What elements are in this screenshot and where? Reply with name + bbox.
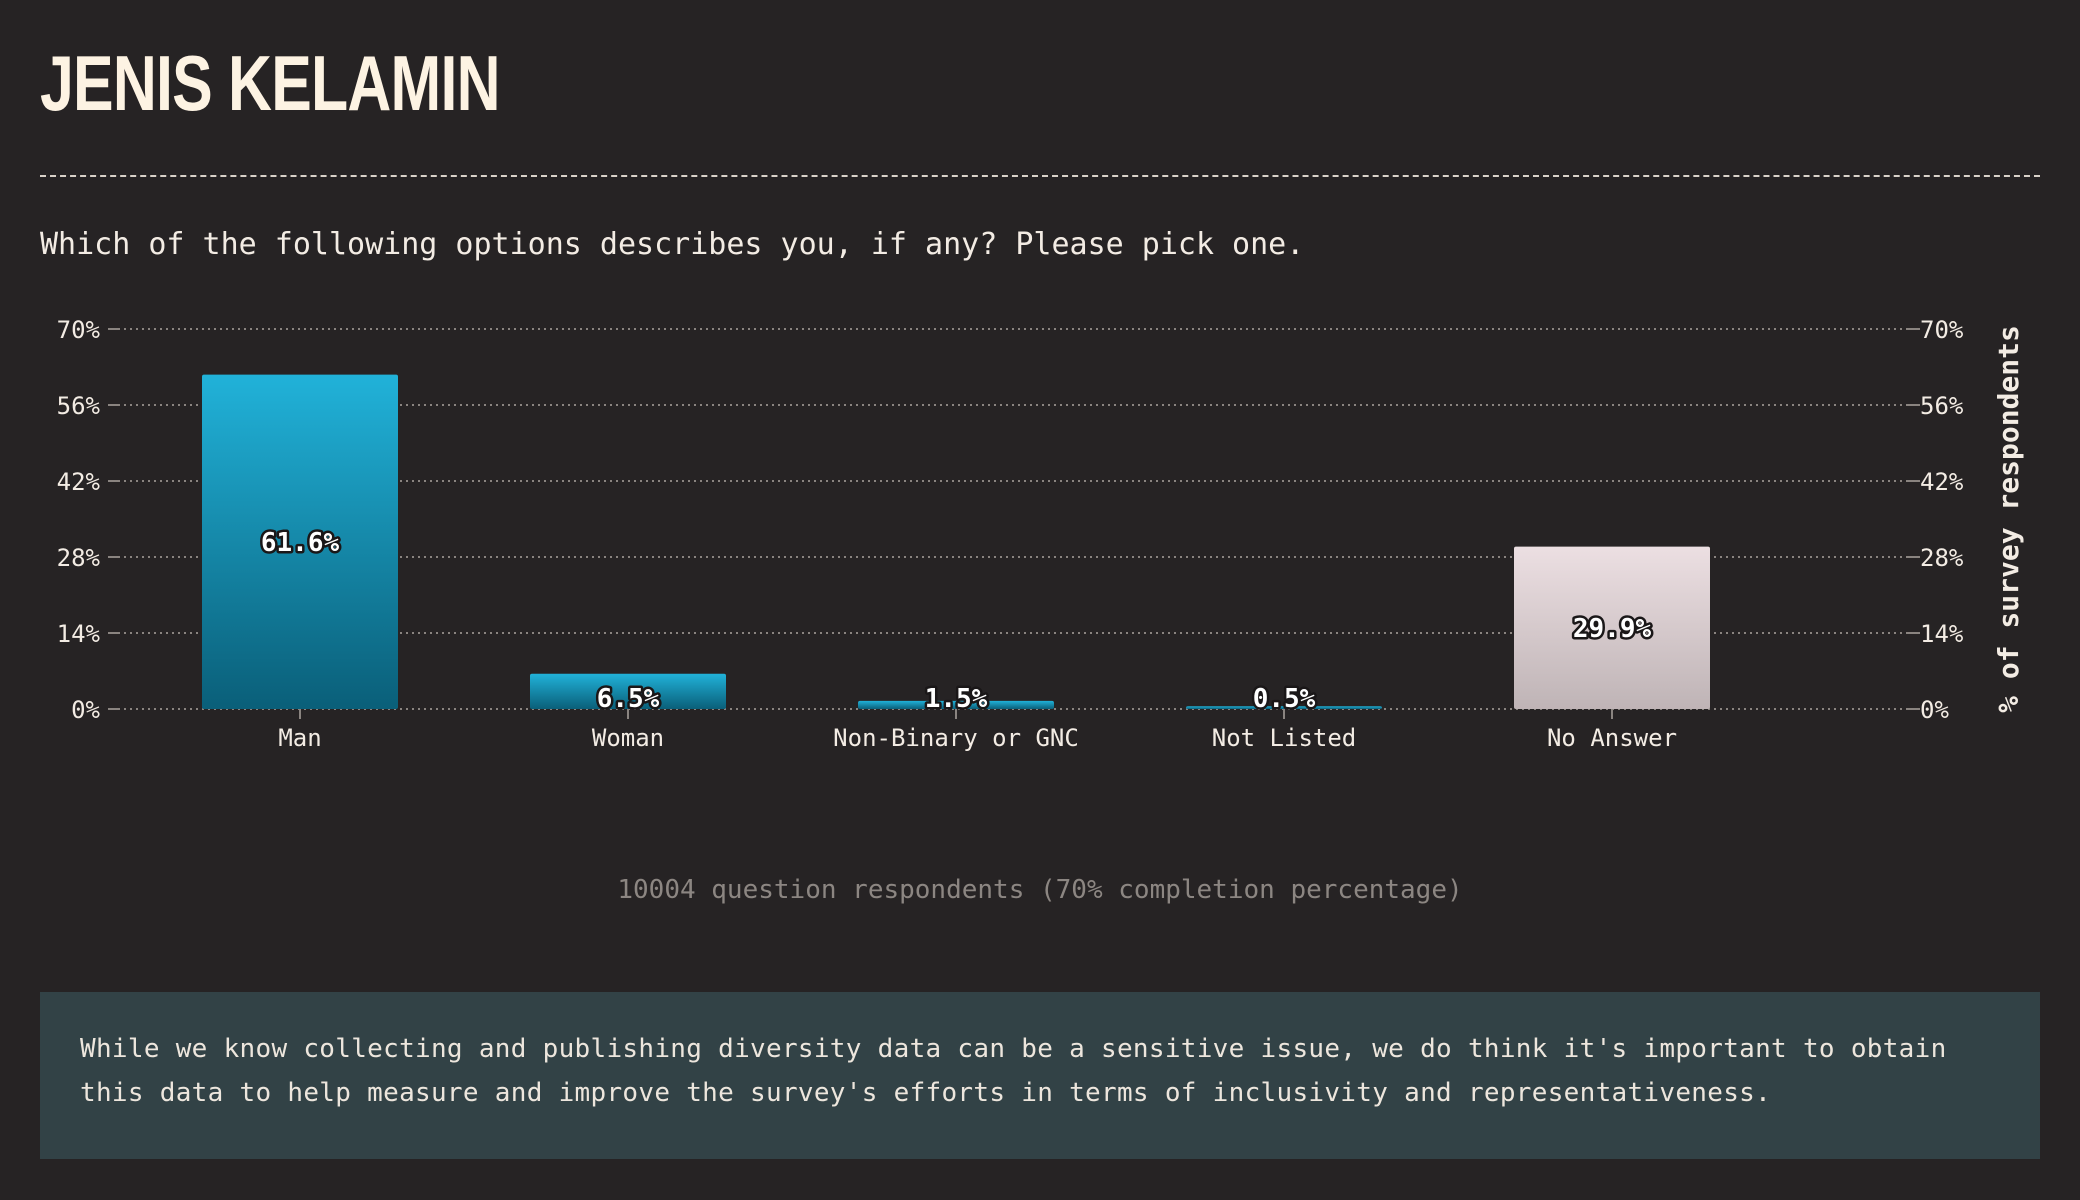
data-label: 1.5% [925,684,988,714]
bar [858,700,1054,709]
bar [1186,706,1382,709]
y-tick-label-right: 70% [1920,316,1964,344]
y-tick-label-right: 14% [1920,620,1964,648]
info-box: While we know collecting and publishing … [40,992,2040,1159]
y-tick-label-right: 28% [1920,544,1964,572]
y-tick-label-left: 28% [57,544,101,572]
y-axis-title: % of survey respondents [1992,325,2025,713]
data-label: 6.5% [597,684,660,714]
respondents-note: 10004 question respondents (70% completi… [617,875,1463,905]
x-tick-label: No Answer [1547,724,1677,752]
x-tick-label: Woman [592,724,664,752]
data-label: 0.5% [1253,684,1316,714]
y-tick-label-left: 70% [57,316,101,344]
question-text: Which of the following options describes… [40,227,1305,262]
y-tick-label-right: 42% [1920,468,1964,496]
y-tick-label-right: 0% [1920,696,1949,724]
y-tick-label-left: 14% [57,620,101,648]
x-tick-label: Man [278,724,321,752]
y-tick-label-left: 56% [57,392,101,420]
title-divider [40,175,2040,177]
y-tick-label-left: 42% [57,468,101,496]
data-label: 29.9% [1573,614,1652,644]
bar [530,673,726,709]
x-tick-label: Non-Binary or GNC [833,724,1079,752]
bar [1514,546,1710,709]
x-tick-label: Not Listed [1212,724,1357,752]
info-text: While we know collecting and publishing … [80,1034,1947,1108]
bar-chart: 0% 0% 14% 14% 28% 28% 42% 42% 56% 56% 70% 70% % of s… [57,316,2025,752]
data-label: 61.6% [261,528,340,558]
page-title: JENIS KELAMIN [40,39,501,127]
y-tick-label-left: 0% [71,696,100,724]
bar [202,374,398,709]
y-tick-label-right: 56% [1920,392,1964,420]
